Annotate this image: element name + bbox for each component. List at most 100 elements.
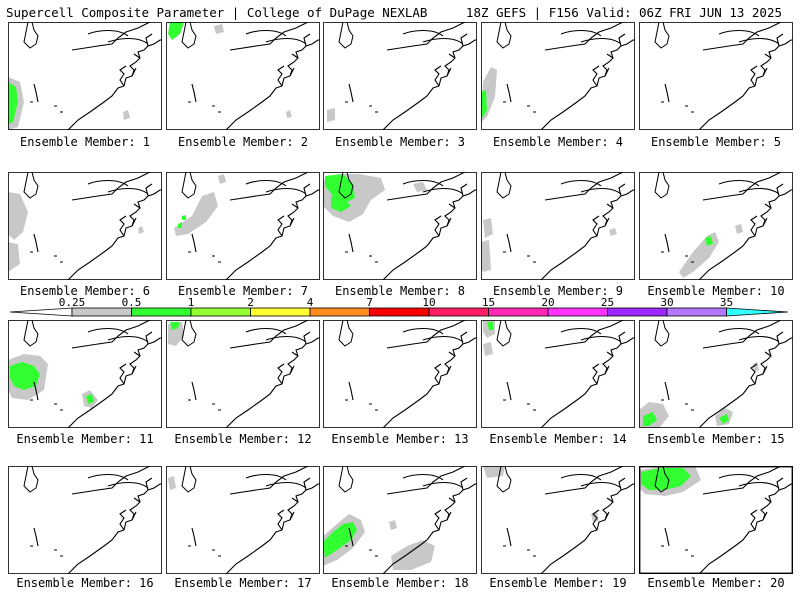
ensemble-member-label: Ensemble Member: 17 (174, 576, 312, 590)
map-outline (67, 189, 162, 280)
colorbar-tick-label: 4 (306, 296, 314, 309)
map-outline (181, 172, 197, 199)
map-outline (386, 320, 466, 349)
map-20 (639, 466, 793, 574)
map-outline (277, 33, 311, 87)
ensemble-member-label: Ensemble Member: 1 (19, 135, 151, 149)
map-outline (654, 466, 670, 493)
scp-area-gray (483, 342, 493, 356)
map-outline (67, 483, 162, 574)
map-outline (71, 466, 151, 495)
map-outline (698, 483, 793, 574)
map-outline (580, 37, 622, 45)
panel-frame (639, 22, 793, 130)
colorbar-tick-label: 2 (247, 296, 254, 309)
map-outline (87, 473, 129, 481)
map-outline (225, 39, 320, 130)
map-outline (580, 187, 622, 195)
map-outline (229, 172, 309, 201)
ensemble-panel-1 (8, 22, 162, 130)
map-outline (33, 233, 39, 253)
colorbar-tick-label: 10 (422, 296, 436, 309)
colorbar-tick-label: 35 (719, 296, 734, 309)
scp-area-green (641, 468, 691, 490)
map-outline (422, 335, 464, 343)
map-outline (718, 179, 760, 187)
colorbar-right-arrow (726, 307, 789, 317)
ensemble-member-label: Ensemble Member: 4 (492, 135, 624, 149)
map-14 (481, 320, 635, 428)
ensemble-member-label: Ensemble Member: 7 (177, 284, 309, 298)
ensemble-member-label: Ensemble Member: 20 (647, 576, 785, 590)
map-outline (702, 320, 782, 349)
panel-frame (639, 320, 793, 428)
map-outline (698, 337, 793, 428)
map-outline (229, 466, 309, 495)
map-outline (402, 29, 444, 37)
colorbar-bin (131, 307, 192, 317)
panel-frame (481, 172, 635, 280)
scp-area-green (168, 22, 184, 40)
map-outline (580, 335, 622, 343)
ensemble-panel-16 (8, 466, 162, 574)
map-outline (67, 337, 162, 428)
map-outline (245, 179, 287, 187)
map-outline (119, 331, 153, 385)
map-outline (265, 187, 307, 195)
map-outline (506, 233, 512, 253)
map-outline (71, 320, 151, 349)
scp-area-gray (753, 362, 759, 372)
scp-area-gray (609, 228, 617, 236)
map-outline (265, 481, 307, 489)
ensemble-panel-13 (323, 320, 477, 428)
map-outline (87, 29, 129, 37)
map-outline (87, 179, 129, 187)
scp-area-gray (389, 520, 397, 530)
map-outline (119, 33, 153, 87)
ensemble-member-label: Ensemble Member: 19 (489, 576, 627, 590)
map-outline (225, 483, 320, 574)
ensemble-panel-9 (481, 172, 635, 280)
colorbar-bin (547, 307, 608, 317)
map-outline (386, 172, 466, 201)
scp-area-green (643, 412, 657, 426)
map-outline (506, 381, 512, 401)
map-outline (71, 172, 151, 201)
ensemble-panel-7 (166, 172, 320, 280)
ensemble-member-label: Ensemble Member: 11 (16, 432, 154, 446)
ensemble-panel-18 (323, 466, 477, 574)
map-19 (481, 466, 635, 574)
map-2 (166, 22, 320, 130)
map-12 (166, 320, 320, 428)
ensemble-panel-15 (639, 320, 793, 428)
panel-frame (8, 466, 162, 574)
colorbar (10, 307, 789, 317)
map-outline (434, 331, 468, 385)
panel-frame (166, 466, 320, 574)
colorbar-tick-label: 7 (366, 296, 373, 309)
panel-frame (639, 172, 793, 280)
panel-frame (639, 466, 793, 574)
ensemble-panel-17 (166, 466, 320, 574)
map-outline (496, 466, 512, 493)
map-outline (560, 327, 602, 335)
map-7 (166, 172, 320, 280)
map-8 (323, 172, 477, 280)
colorbar-bin (488, 307, 549, 317)
map-outline (382, 337, 477, 428)
map-outline (434, 33, 468, 87)
panel-frame (481, 320, 635, 428)
map-outline (750, 331, 784, 385)
scp-area-gray (679, 232, 719, 278)
scp-area-green (331, 196, 351, 212)
map-outline (402, 179, 444, 187)
scp-area-gray (138, 226, 144, 234)
ensemble-panel-10 (639, 172, 793, 280)
map-outline (229, 320, 309, 349)
map-outline (277, 331, 311, 385)
map-15 (639, 320, 793, 428)
colorbar-tick-label: 25 (600, 296, 615, 309)
map-11 (8, 320, 162, 428)
ensemble-member-label: Ensemble Member: 9 (492, 284, 624, 298)
map-outline (654, 320, 670, 347)
